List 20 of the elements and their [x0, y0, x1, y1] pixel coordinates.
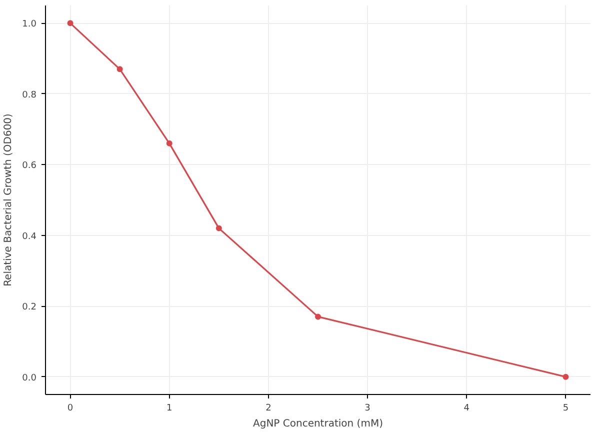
x-tick-label: 3 — [364, 404, 370, 414]
y-tick-label: 0.4 — [22, 232, 37, 242]
y-tick-label: 0.0 — [22, 373, 37, 384]
point — [562, 374, 569, 380]
point — [67, 20, 74, 26]
point — [216, 225, 222, 232]
y-axis-title: Relative Bacterial Growth (OD600) — [3, 113, 14, 286]
x-tick-label: 1 — [166, 404, 172, 414]
point — [116, 66, 123, 72]
point — [315, 314, 321, 320]
y-tick-label: 0.6 — [22, 161, 37, 172]
y-tick-label: 0.2 — [22, 302, 37, 313]
x-tick-label: 4 — [464, 404, 470, 414]
x-tick-label: 5 — [562, 404, 569, 414]
x-tick-label: 0 — [67, 404, 74, 414]
y-tick-label: 1.0 — [22, 20, 37, 30]
x-axis-title: AgNP Concentration (mM) — [253, 418, 384, 430]
x-tick-label: 2 — [266, 404, 272, 414]
y-tick-label: 0.8 — [22, 90, 37, 100]
point — [166, 140, 172, 146]
